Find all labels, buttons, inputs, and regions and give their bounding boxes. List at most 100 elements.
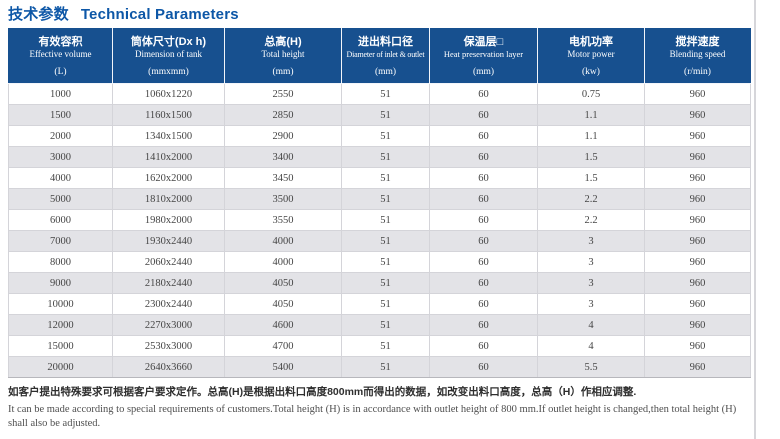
table-cell: 51	[341, 146, 430, 168]
column-label-zh: 有效容积	[38, 36, 83, 48]
table-cell: 51	[341, 104, 430, 126]
table-cell: 60	[429, 272, 538, 294]
table-cell: 3000	[8, 146, 113, 168]
table-cell: 2.2	[537, 209, 645, 231]
table-cell: 6000	[8, 209, 113, 231]
table-cell: 960	[644, 209, 751, 231]
table-cell: 2180x2440	[112, 272, 225, 294]
table-cell: 60	[429, 125, 538, 147]
column-label-en: Heat preservation layer	[443, 49, 524, 59]
table-cell: 960	[644, 251, 751, 273]
table-cell: 20000	[8, 356, 113, 378]
column-unit: (kw)	[582, 67, 600, 77]
table-cell: 4000	[224, 230, 342, 252]
table-cell: 4600	[224, 314, 342, 336]
table-cell: 2.2	[537, 188, 645, 210]
column-label-zh: 电机功率	[569, 36, 613, 48]
table-cell: 2640x3660	[112, 356, 225, 378]
table-cell: 3	[537, 230, 645, 252]
column-unit: (mm)	[472, 67, 495, 77]
table-header-row: 有效容积 Effective volume (L) 筒体尺寸(Dx h) Dim…	[8, 28, 751, 84]
table-cell: 15000	[8, 335, 113, 357]
table-cell: 51	[341, 335, 430, 357]
table-cell: 1.5	[537, 146, 645, 168]
table-row: 15000 2530x3000 4700 51 60 4 960	[8, 335, 751, 357]
column-header-total-height: 总高(H) Total height (mm)	[224, 28, 342, 84]
table-row: 9000 2180x2440 4050 51 60 3 960	[8, 272, 751, 294]
table-cell: 960	[644, 188, 751, 210]
column-unit: (r/min)	[684, 67, 711, 77]
table-row: 1000 1060x1220 2550 51 60 0.75 960	[8, 83, 751, 105]
table-cell: 1500	[8, 104, 113, 126]
column-label-en: Motor power	[567, 49, 615, 59]
table-cell: 1.1	[537, 125, 645, 147]
column-header-heat-preservation-layer: 保温层□ Heat preservation layer (mm)	[429, 28, 538, 84]
table-cell: 2300x2440	[112, 293, 225, 315]
table-cell: 60	[429, 293, 538, 315]
column-unit: (mm)	[272, 67, 294, 77]
table-cell: 4050	[224, 293, 342, 315]
table-cell: 5.5	[537, 356, 645, 378]
table-cell: 2060x2440	[112, 251, 225, 273]
table-cell: 51	[341, 83, 430, 105]
table-cell: 3500	[224, 188, 342, 210]
table-row: 2000 1340x1500 2900 51 60 1.1 960	[8, 125, 751, 147]
table-cell: 1060x1220	[112, 83, 225, 105]
column-label-en: Blending speed	[669, 49, 726, 59]
table-cell: 1340x1500	[112, 125, 225, 147]
table-cell: 1000	[8, 83, 113, 105]
table-cell: 51	[341, 251, 430, 273]
column-label-zh: 筒体尺寸(Dx h)	[130, 36, 207, 48]
table-cell: 51	[341, 209, 430, 231]
table-cell: 60	[429, 209, 538, 231]
column-unit: (L)	[54, 67, 67, 77]
table-cell: 960	[644, 293, 751, 315]
table-cell: 3400	[224, 146, 342, 168]
table-cell: 960	[644, 335, 751, 357]
column-header-effective-volume: 有效容积 Effective volume (L)	[8, 28, 113, 84]
table-row: 20000 2640x3660 5400 51 60 5.5 960	[8, 356, 751, 378]
table-cell: 2270x3000	[112, 314, 225, 336]
table-cell: 1410x2000	[112, 146, 225, 168]
table-cell: 4	[537, 335, 645, 357]
table-cell: 51	[341, 188, 430, 210]
table-cell: 960	[644, 230, 751, 252]
table-row: 5000 1810x2000 3500 51 60 2.2 960	[8, 188, 751, 210]
table-cell: 9000	[8, 272, 113, 294]
table-cell: 960	[644, 356, 751, 378]
table-cell: 2550	[224, 83, 342, 105]
table-cell: 960	[644, 167, 751, 189]
page-title: 技术参数 Technical Parameters	[0, 0, 780, 28]
table-row: 12000 2270x3000 4600 51 60 4 960	[8, 314, 751, 336]
table-cell: 60	[429, 188, 538, 210]
table-cell: 3550	[224, 209, 342, 231]
table-cell: 5000	[8, 188, 113, 210]
table-cell: 4000	[8, 167, 113, 189]
table-cell: 4000	[224, 251, 342, 273]
column-label-zh: 总高(H)	[264, 36, 302, 48]
table-cell: 2000	[8, 125, 113, 147]
table-cell: 51	[341, 230, 430, 252]
table-cell: 10000	[8, 293, 113, 315]
page-title-zh: 技术参数	[8, 6, 69, 23]
table-row: 10000 2300x2440 4050 51 60 3 960	[8, 293, 751, 315]
table-cell: 3	[537, 272, 645, 294]
table-cell: 3	[537, 293, 645, 315]
table-cell: 3	[537, 251, 645, 273]
table-cell: 51	[341, 356, 430, 378]
table-cell: 1980x2000	[112, 209, 225, 231]
column-label-zh: 保温层□	[463, 36, 504, 48]
table-cell: 7000	[8, 230, 113, 252]
table-cell: 60	[429, 167, 538, 189]
table-cell: 60	[429, 83, 538, 105]
table-header: 有效容积 Effective volume (L) 筒体尺寸(Dx h) Dim…	[8, 28, 751, 84]
table-cell: 1810x2000	[112, 188, 225, 210]
table-cell: 960	[644, 146, 751, 168]
table-cell: 1160x1500	[112, 104, 225, 126]
table-cell: 2530x3000	[112, 335, 225, 357]
table-row: 6000 1980x2000 3550 51 60 2.2 960	[8, 209, 751, 231]
table-cell: 960	[644, 314, 751, 336]
column-label-en: Dimension of tank	[135, 49, 202, 59]
table-cell: 60	[429, 146, 538, 168]
